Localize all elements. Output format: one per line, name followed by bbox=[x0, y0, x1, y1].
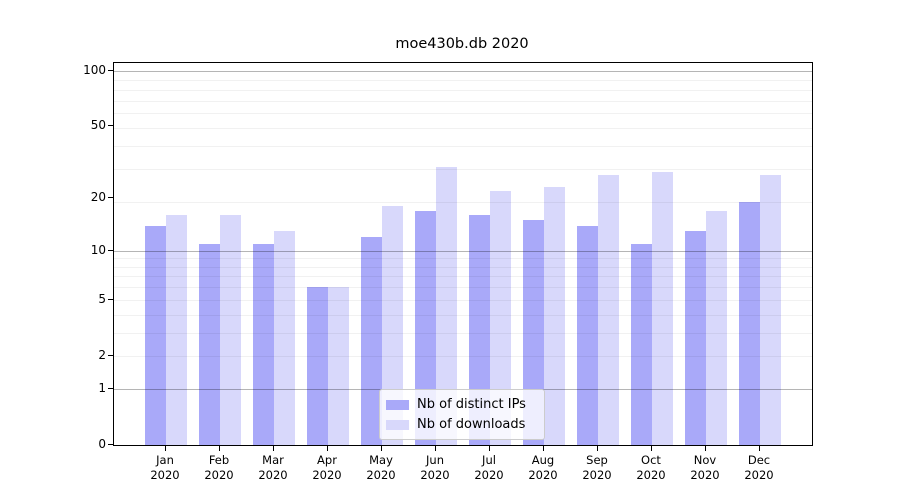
bar-apr-distinct-ips bbox=[307, 287, 328, 445]
plot-area bbox=[113, 62, 813, 446]
major-gridline bbox=[114, 71, 812, 72]
bar-jan-downloads bbox=[166, 215, 187, 445]
bar-dec-downloads bbox=[760, 175, 781, 445]
minor-gridline bbox=[114, 287, 812, 288]
bar-feb-downloads bbox=[220, 215, 241, 445]
bar-aug-distinct-ips bbox=[523, 220, 544, 445]
y-tick-mark bbox=[108, 70, 113, 71]
bar-dec-distinct-ips bbox=[739, 202, 760, 445]
x-tick-label: Jan 2020 bbox=[150, 453, 180, 482]
y-tick-mark bbox=[108, 250, 113, 251]
x-tick-label: Oct 2020 bbox=[636, 453, 666, 482]
y-tick-mark bbox=[108, 355, 113, 356]
y-tick-label: 5 bbox=[98, 292, 106, 306]
x-tick-mark bbox=[489, 446, 490, 451]
y-tick-mark bbox=[108, 388, 113, 389]
x-tick-mark bbox=[273, 446, 274, 451]
y-tick-label: 1 bbox=[98, 381, 106, 395]
bar-apr-downloads bbox=[328, 287, 349, 445]
bar-aug-downloads bbox=[544, 187, 565, 445]
legend-item-downloads: Nb of downloads bbox=[386, 416, 526, 433]
bar-oct-distinct-ips bbox=[631, 244, 652, 445]
minor-gridline bbox=[114, 356, 812, 357]
bar-feb-distinct-ips bbox=[199, 244, 220, 445]
x-tick-label: May 2020 bbox=[366, 453, 396, 482]
bar-mar-downloads bbox=[274, 231, 295, 445]
bar-nov-downloads bbox=[706, 211, 727, 445]
x-tick-label: Sep 2020 bbox=[582, 453, 612, 482]
minor-gridline bbox=[114, 80, 812, 81]
minor-gridline bbox=[114, 300, 812, 301]
minor-gridline bbox=[114, 315, 812, 316]
bar-may-distinct-ips bbox=[361, 237, 382, 445]
bar-jul-distinct-ips bbox=[469, 215, 490, 445]
x-tick-mark bbox=[327, 446, 328, 451]
y-tick-label: 100 bbox=[83, 63, 106, 77]
y-tick-label: 20 bbox=[90, 190, 106, 204]
x-tick-label: Jul 2020 bbox=[474, 453, 504, 482]
x-tick-mark bbox=[435, 446, 436, 451]
bar-jul-downloads bbox=[490, 191, 511, 445]
minor-gridline bbox=[114, 333, 812, 334]
x-tick-mark bbox=[705, 446, 706, 451]
bar-nov-distinct-ips bbox=[685, 231, 706, 445]
y-tick-mark bbox=[108, 299, 113, 300]
bar-jan-distinct-ips bbox=[145, 226, 166, 445]
x-tick-label: Dec 2020 bbox=[744, 453, 774, 482]
y-tick-label: 50 bbox=[90, 118, 106, 132]
legend-label-distinct-ips: Nb of distinct IPs bbox=[417, 397, 526, 412]
x-tick-mark bbox=[759, 446, 760, 451]
bar-may-downloads bbox=[382, 206, 403, 445]
minor-gridline bbox=[114, 90, 812, 91]
minor-gridline bbox=[114, 169, 812, 170]
minor-gridline bbox=[114, 113, 812, 114]
bar-jun-distinct-ips bbox=[415, 211, 436, 445]
y-tick-mark bbox=[108, 444, 113, 445]
bar-mar-distinct-ips bbox=[253, 244, 274, 445]
x-tick-label: Apr 2020 bbox=[312, 453, 342, 482]
bar-jun-downloads bbox=[436, 167, 457, 445]
legend-swatch-downloads bbox=[386, 419, 409, 430]
legend-item-distinct-ips: Nb of distinct IPs bbox=[386, 396, 526, 413]
y-tick-label: 10 bbox=[90, 243, 106, 257]
x-tick-mark bbox=[381, 446, 382, 451]
legend-label-downloads: Nb of downloads bbox=[417, 417, 526, 432]
y-tick-mark bbox=[108, 125, 113, 126]
chart-title: moe430b.db 2020 bbox=[395, 36, 529, 52]
x-tick-label: Aug 2020 bbox=[528, 453, 558, 482]
minor-gridline bbox=[114, 101, 812, 102]
major-gridline bbox=[114, 251, 812, 252]
y-tick-mark bbox=[108, 197, 113, 198]
x-tick-mark bbox=[651, 446, 652, 451]
y-tick-label: 0 bbox=[98, 437, 106, 451]
bar-sep-distinct-ips bbox=[577, 226, 598, 445]
x-tick-label: Jun 2020 bbox=[420, 453, 450, 482]
x-tick-label: Feb 2020 bbox=[204, 453, 234, 482]
bar-sep-downloads bbox=[598, 175, 619, 445]
bar-oct-downloads bbox=[652, 172, 673, 445]
x-tick-mark bbox=[219, 446, 220, 451]
x-tick-mark bbox=[543, 446, 544, 451]
minor-gridline bbox=[114, 258, 812, 259]
minor-gridline bbox=[114, 128, 812, 129]
minor-gridline bbox=[114, 146, 812, 147]
x-tick-mark bbox=[165, 446, 166, 451]
legend: Nb of distinct IPs Nb of downloads bbox=[379, 389, 545, 440]
minor-gridline bbox=[114, 267, 812, 268]
y-tick-label: 2 bbox=[98, 348, 106, 362]
minor-gridline bbox=[114, 276, 812, 277]
x-tick-mark bbox=[597, 446, 598, 451]
legend-swatch-distinct-ips bbox=[386, 399, 409, 410]
x-tick-label: Nov 2020 bbox=[690, 453, 720, 482]
minor-gridline bbox=[114, 202, 812, 203]
x-tick-label: Mar 2020 bbox=[258, 453, 288, 482]
